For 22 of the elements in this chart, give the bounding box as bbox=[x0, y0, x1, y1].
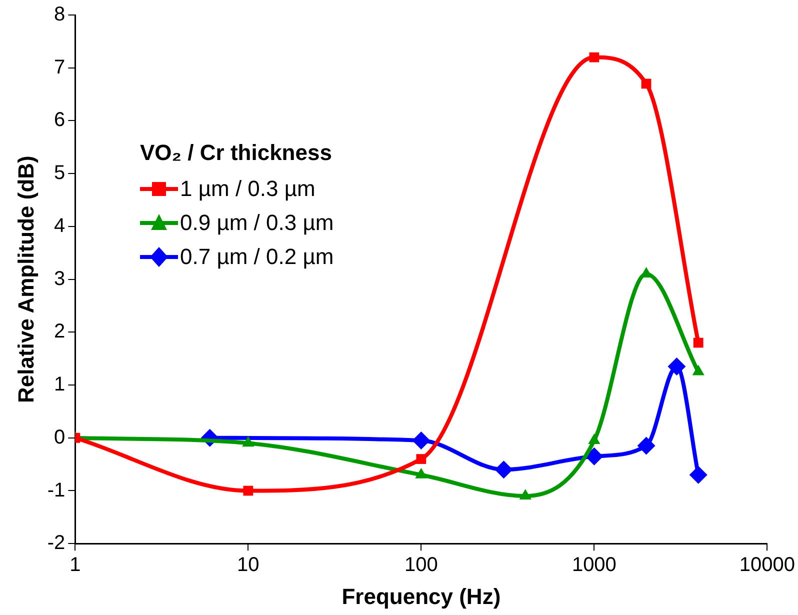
x-axis-title: Frequency (Hz) bbox=[342, 584, 501, 609]
x-tick-label: 1000 bbox=[572, 554, 616, 576]
x-tick-label: 10 bbox=[237, 554, 260, 576]
legend-label: 0.9 µm / 0.3 µm bbox=[180, 210, 334, 236]
y-tick-label: 6 bbox=[54, 109, 66, 132]
legend-label: 1 µm / 0.3 µm bbox=[180, 176, 316, 202]
y-tick-label: -2 bbox=[47, 532, 66, 554]
y-tick-label: -1 bbox=[47, 479, 66, 502]
y-tick-label: 1 bbox=[54, 374, 66, 396]
y-tick-label: 2 bbox=[54, 320, 66, 343]
y-tick-label: 0 bbox=[54, 426, 66, 448]
legend-label: 0.7 µm / 0.2 µm bbox=[180, 244, 334, 270]
y-tick-label: 4 bbox=[54, 214, 66, 237]
y-tick-label: 3 bbox=[54, 268, 66, 290]
x-tick-label: 1 bbox=[70, 554, 81, 576]
x-tick-label: 100 bbox=[404, 554, 438, 576]
y-tick-label: 8 bbox=[54, 4, 66, 26]
x-tick-label: 10000 bbox=[739, 554, 796, 576]
y-axis-title: Relative Amplitude (dB) bbox=[13, 156, 38, 403]
y-tick-label: 5 bbox=[54, 162, 66, 184]
legend-title: VO₂ / Cr thickness bbox=[140, 140, 333, 166]
y-tick-label: 7 bbox=[54, 56, 66, 78]
